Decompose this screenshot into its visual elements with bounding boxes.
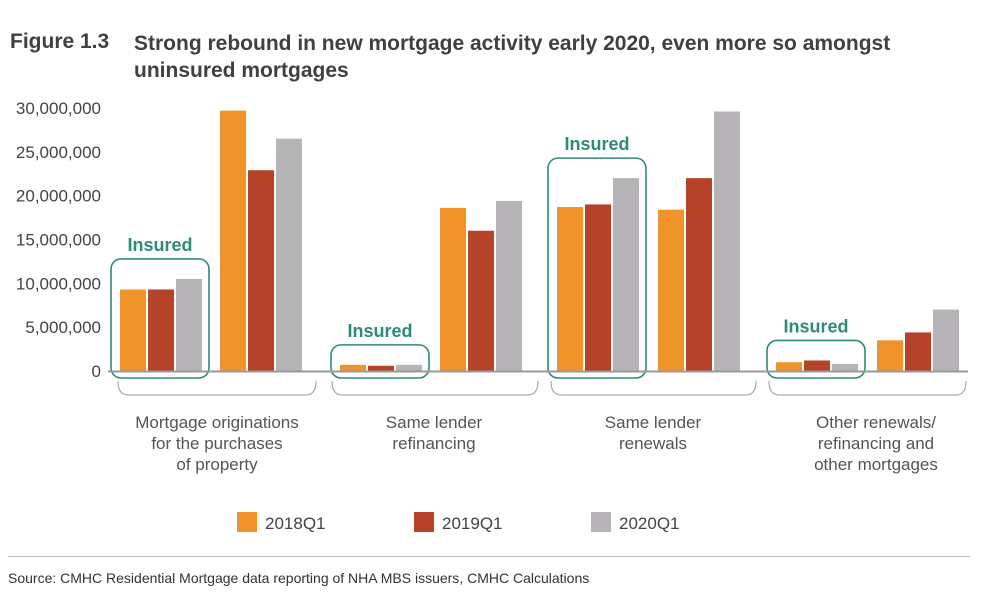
group-label: of property <box>176 455 258 474</box>
legend-label: 2020Q1 <box>619 514 680 533</box>
group-bracket <box>768 380 967 396</box>
bar-2018q1 <box>120 289 146 371</box>
bar-2020q1 <box>176 278 202 371</box>
bar-2018q1 <box>776 362 802 371</box>
bar-2020q1 <box>933 309 959 371</box>
bar-2020q1 <box>396 364 422 371</box>
y-tick-label: 0 <box>92 362 101 381</box>
group-label: refinancing <box>392 434 475 453</box>
bar-2018q1 <box>557 207 583 371</box>
bar-2019q1 <box>148 289 174 371</box>
insured-annotation: Insured <box>127 235 192 255</box>
group-bracket <box>331 380 539 396</box>
insured-annotation: Insured <box>564 134 629 154</box>
insured-annotation: Insured <box>347 321 412 341</box>
bar-2019q1 <box>585 204 611 371</box>
y-tick-label: 15,000,000 <box>16 231 101 250</box>
figure-header: Figure 1.3 Strong rebound in new mortgag… <box>10 30 972 86</box>
bar-2020q1 <box>276 138 302 371</box>
bar-2018q1 <box>440 207 466 371</box>
group-label: refinancing and <box>818 434 934 453</box>
y-tick-label: 30,000,000 <box>16 99 101 118</box>
group-label: renewals <box>619 434 687 453</box>
group-label: Other renewals/ <box>816 413 936 432</box>
figure-title: Strong rebound in new mortgage activity … <box>134 32 891 82</box>
bar-chart: 0 5,000,000 10,000,000 15,000,000 20,000,000… <box>16 99 968 533</box>
insured-annotation: Insured <box>783 316 848 336</box>
figure-label: Figure 1.3 <box>10 30 110 53</box>
bar-2019q1 <box>468 230 494 371</box>
source-note: Source: CMHC Residential Mortgage data r… <box>8 570 590 586</box>
group-label: Mortgage originations <box>135 413 298 432</box>
y-tick-label: 5,000,000 <box>25 318 101 337</box>
insured-box <box>330 344 430 379</box>
group-label: Same lender <box>386 413 483 432</box>
bar-2020q1 <box>832 363 858 371</box>
insured-box <box>110 258 210 379</box>
group-label: Same lender <box>605 413 702 432</box>
y-tick-label: 25,000,000 <box>16 143 101 162</box>
legend-label: 2019Q1 <box>442 514 503 533</box>
bar-2019q1 <box>905 332 931 371</box>
group-bracket <box>117 380 317 396</box>
bar-2018q1 <box>340 364 366 371</box>
bar-2018q1 <box>877 340 903 371</box>
bar-2020q1 <box>613 178 639 371</box>
insured-box <box>547 157 647 379</box>
legend-swatch-2018q1 <box>237 512 257 532</box>
bar-2019q1 <box>686 178 712 371</box>
bar-2018q1 <box>220 110 246 371</box>
bar-2018q1 <box>658 209 684 371</box>
source-divider <box>8 556 970 557</box>
legend-swatch-2019q1 <box>414 512 434 532</box>
legend-label: 2018Q1 <box>265 514 326 533</box>
group-label: for the purchases <box>151 434 282 453</box>
bar-2019q1 <box>248 170 274 371</box>
bar-2019q1 <box>368 365 394 371</box>
legend-swatch-2020q1 <box>591 512 611 532</box>
bar-2020q1 <box>496 200 522 371</box>
y-tick-label: 10,000,000 <box>16 274 101 293</box>
insured-box <box>766 339 866 379</box>
group-label: other mortgages <box>814 455 938 474</box>
bar-2019q1 <box>804 360 830 371</box>
bar-2020q1 <box>714 111 740 372</box>
group-bracket <box>550 380 757 396</box>
y-tick-label: 20,000,000 <box>16 187 101 206</box>
